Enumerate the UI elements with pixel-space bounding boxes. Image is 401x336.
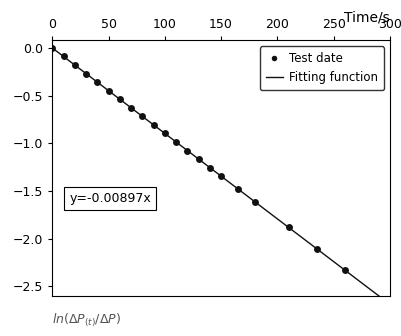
- Point: [285, 225, 291, 230]
- Point: [161, 131, 168, 136]
- Point: [251, 199, 257, 205]
- Point: [71, 62, 78, 68]
- Point: [139, 114, 145, 119]
- Point: [206, 165, 213, 170]
- Point: [217, 173, 224, 179]
- Legend: Test date, Fitting function: Test date, Fitting function: [259, 46, 383, 90]
- Point: [94, 79, 100, 85]
- Point: [49, 45, 55, 51]
- Point: [150, 122, 156, 128]
- Point: [184, 148, 190, 153]
- Point: [234, 186, 241, 192]
- Point: [83, 71, 89, 76]
- Point: [313, 246, 319, 251]
- Text: Time/s: Time/s: [343, 10, 389, 24]
- Point: [172, 139, 179, 144]
- Point: [60, 54, 67, 59]
- Text: $ln(\Delta P_{(t)}/\Delta P)$: $ln(\Delta P_{(t)}/\Delta P)$: [52, 312, 121, 329]
- Point: [341, 267, 347, 273]
- Point: [116, 96, 123, 102]
- Point: [128, 105, 134, 111]
- Point: [105, 88, 111, 93]
- Point: [195, 156, 201, 162]
- Text: y=-0.00897x: y=-0.00897x: [69, 192, 150, 205]
